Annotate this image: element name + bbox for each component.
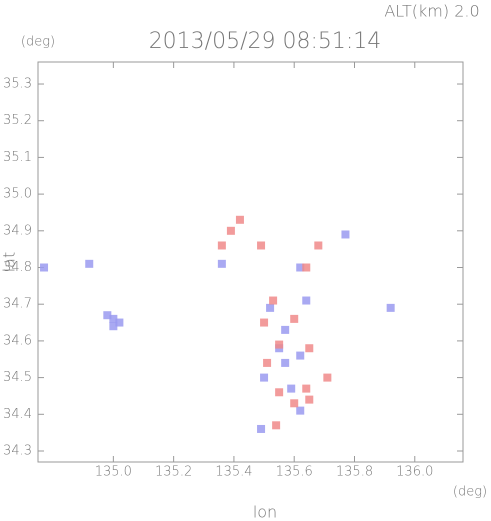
y-tick-label: 35.3: [3, 77, 32, 92]
x-tick-label: 135.6: [276, 465, 313, 480]
echo-point: [217, 241, 226, 250]
echo-point: [257, 424, 266, 433]
echo-point: [217, 259, 226, 268]
y-tick-label: 34.4: [3, 407, 32, 422]
echo-point: [341, 230, 350, 239]
echo-point: [314, 241, 323, 250]
echo-point: [323, 373, 332, 382]
echo-point: [296, 406, 305, 415]
echo-point: [257, 241, 266, 250]
y-tick-label: 35.0: [3, 187, 32, 202]
echo-point: [235, 215, 244, 224]
x-tick-label: 135.2: [155, 465, 192, 480]
echo-point: [263, 358, 272, 367]
echo-point: [296, 263, 305, 272]
echo-point: [305, 344, 314, 353]
echo-point: [109, 322, 118, 331]
echo-point: [386, 303, 395, 312]
x-tick-label: 135.8: [336, 465, 373, 480]
echo-point: [226, 226, 235, 235]
y-tick-label: 34.9: [3, 223, 32, 238]
echo-point: [305, 395, 314, 404]
echo-point: [296, 351, 305, 360]
echo-point: [109, 314, 118, 323]
y-tick-label: 35.2: [3, 113, 32, 128]
chart-subtitle: ALT(km) 2.0: [384, 2, 479, 21]
echo-point: [260, 318, 269, 327]
y-axis-label: lat: [0, 252, 19, 273]
echo-point: [269, 296, 278, 305]
echo-point: [85, 259, 94, 268]
y-unit: (deg): [21, 35, 55, 50]
echo-point: [302, 384, 311, 393]
plot-frame: [37, 61, 464, 463]
echo-point: [40, 263, 49, 272]
x-tick-label: 135.0: [95, 465, 132, 480]
echo-point: [281, 358, 290, 367]
echo-point: [290, 314, 299, 323]
y-tick-label: 34.6: [3, 333, 32, 348]
x-tick-label: 135.4: [215, 465, 252, 480]
x-unit: (deg): [453, 485, 487, 500]
y-tick-label: 34.7: [3, 297, 32, 312]
echo-point: [275, 340, 284, 349]
echo-point: [115, 318, 124, 327]
echo-point: [272, 421, 281, 430]
y-tick-label: 35.1: [3, 150, 32, 165]
echo-point: [287, 384, 296, 393]
echo-point: [302, 263, 311, 272]
echo-point: [266, 303, 275, 312]
y-tick-label: 34.3: [3, 443, 32, 458]
x-axis-label: lon: [253, 503, 277, 521]
echo-point: [275, 388, 284, 397]
echo-point: [260, 373, 269, 382]
echo-point: [302, 296, 311, 305]
echo-point: [290, 399, 299, 408]
x-tick-label: 136.0: [396, 465, 433, 480]
y-tick-label: 34.8: [3, 260, 32, 275]
y-tick-label: 34.5: [3, 370, 32, 385]
chart-title: 2013/05/29 08:51:14: [149, 29, 382, 54]
echo-point: [281, 325, 290, 334]
echo-point: [103, 311, 112, 320]
